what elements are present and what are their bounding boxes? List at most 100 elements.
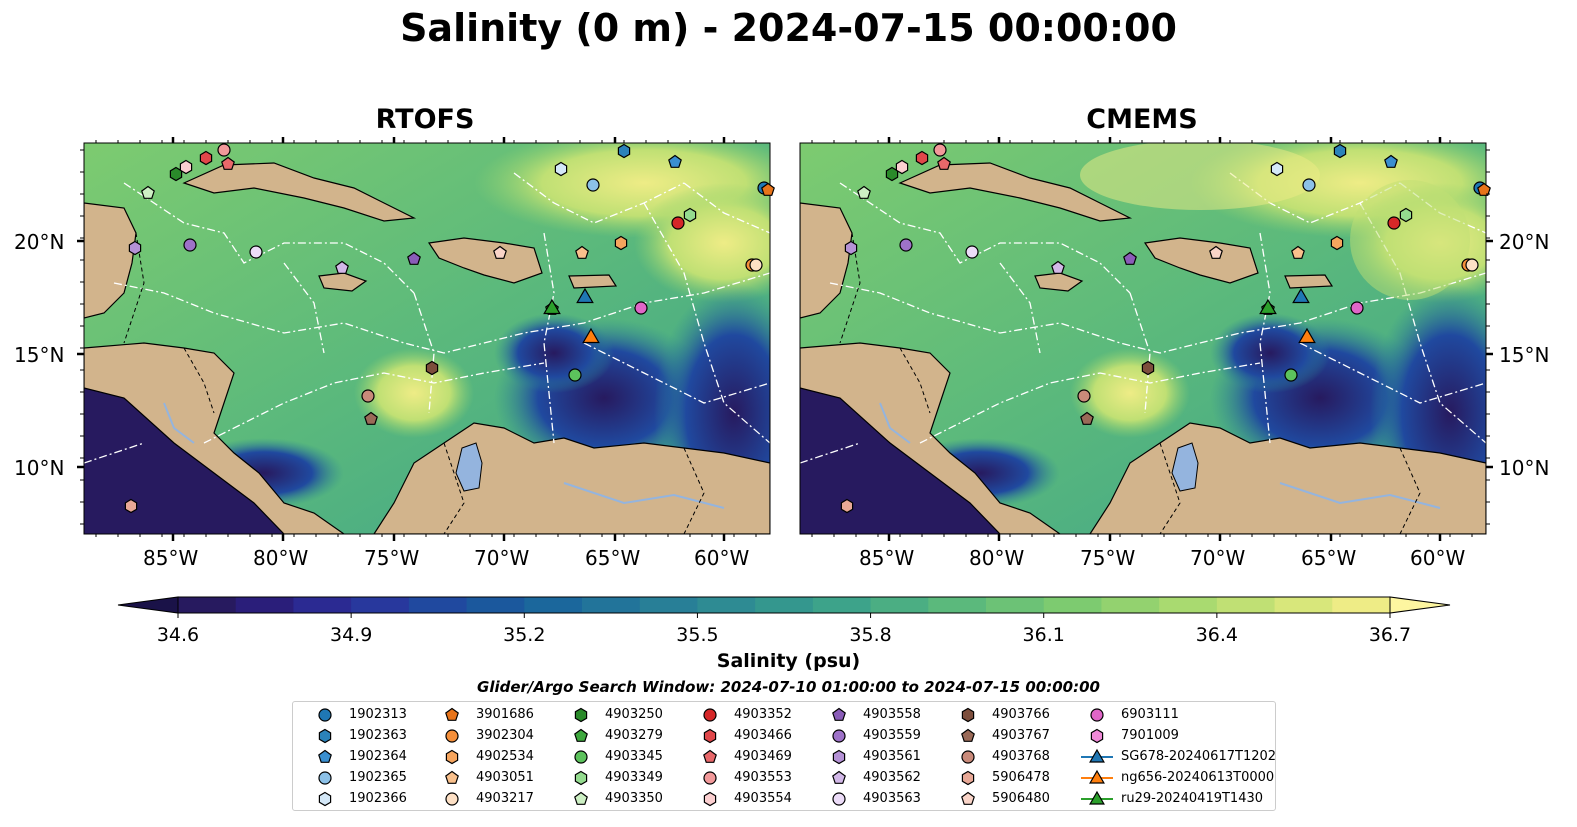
colorbar-segment [178,597,237,613]
colorbar-tick-label: 35.5 [676,624,718,646]
lon-label: 60°W [694,546,750,570]
circle-marker-icon [703,771,717,785]
legend-item: 1902366 [305,789,430,809]
legend-label: ru29-20240419T1430 [1121,791,1264,806]
float-marker [933,143,947,157]
float-marker [844,240,858,256]
circle-marker-icon [574,750,588,764]
circle-marker-icon [832,792,846,806]
float-marker [895,159,909,175]
colorbar-frame [177,596,1391,614]
colorbar-tick-label: 35.8 [849,624,891,646]
legend-label: 4903562 [863,770,921,785]
circle-marker-icon [445,792,459,806]
legend-item: 3901686 [432,705,557,725]
colorbar-segment [928,597,987,613]
legend-item: 5906480 [948,789,1073,809]
float-marker [668,154,682,168]
float-marker [128,240,142,256]
legend-label: 4903352 [734,707,792,722]
glider-marker [1298,327,1316,344]
legend-label: 4903350 [605,791,663,806]
legend-label: 4903559 [863,728,921,743]
circle-marker-icon [318,708,332,722]
panel-title-cmems: CMEMS [1086,104,1198,135]
float-marker [965,245,979,259]
legend-label: 4903767 [992,728,1050,743]
lat-label: 20°N [1499,230,1550,254]
colorbar-tick-label: 36.1 [1023,624,1065,646]
pentagon-marker-icon [961,791,975,805]
lon-label: 70°W [474,546,530,570]
float-marker [1350,301,1364,315]
legend-item: 4903766 [948,705,1073,725]
float-marker [183,238,197,252]
float-marker [1302,178,1316,192]
hexagon-marker-icon [574,707,588,723]
float-marker [614,235,628,251]
float-marker [568,368,582,382]
legend-item: 1902364 [305,747,430,767]
triangle-line-marker-icon [1081,748,1113,763]
legend-label: 4903217 [476,791,534,806]
colorbar-tick-label: 36.4 [1196,624,1238,646]
float-marker [634,301,648,315]
lat-label: 10°N [14,456,65,480]
legend-item: 3902304 [432,726,557,746]
pentagon-marker-icon [961,728,975,742]
float-marker [1291,245,1305,259]
hexagon-marker-icon [318,728,332,744]
colorbar-segment [697,597,756,613]
legend-item: 4903345 [561,747,686,767]
colorbar-segment [755,597,814,613]
float-marker [361,389,375,403]
hexagon-marker-icon [318,791,332,807]
legend-label: 4903469 [734,749,792,764]
float-marker [840,498,854,514]
legend: 1902313 1902363 1902364 1902365 1902366 39016… [292,701,1276,811]
legend-label: 4902534 [476,749,534,764]
legend-item: SG678-20240617T1202 [1077,747,1276,767]
lon-label: 70°W [1190,546,1246,570]
float-marker [1387,216,1401,230]
legend-label: 6903111 [1121,707,1179,722]
legend-label: 1902313 [349,707,407,722]
map-cmems [800,143,1486,534]
circle-marker-icon [703,708,717,722]
float-marker [1384,154,1398,168]
legend-label: 1902366 [349,791,407,806]
legend-item: 4903768 [948,747,1073,767]
legend-item: 4903350 [561,789,686,809]
glider-marker [1292,287,1310,304]
legend-item: 6903111 [1077,705,1267,725]
float-marker [586,178,600,192]
pentagon-marker-icon [445,770,459,784]
legend-item: 4902534 [432,747,557,767]
colorbar-tick-label: 35.2 [503,624,545,646]
colorbar-segment [639,597,698,613]
colorbar-segment [351,597,410,613]
legend-item: ng656-20240613T0000 [1077,768,1274,788]
float-marker [1284,368,1298,382]
float-marker [575,245,589,259]
legend-label: 4903561 [863,749,921,764]
legend-label: 4903554 [734,791,792,806]
legend-label: 4903279 [605,728,663,743]
legend-label: 5906480 [992,791,1050,806]
float-marker [407,251,421,265]
float-marker [1077,389,1091,403]
colorbar-extend-max [1389,596,1451,614]
colorbar-extend-min [117,596,179,614]
hexagon-marker-icon [445,749,459,765]
float-marker [1209,245,1223,259]
float-marker [249,245,263,259]
circle-marker-icon [1090,708,1104,722]
legend-label: 1902363 [349,728,407,743]
pentagon-marker-icon [574,791,588,805]
float-marker [857,185,871,199]
float-marker [179,159,193,175]
float-marker [364,411,378,425]
search-window-text: Glider/Argo Search Window: 2024-07-10 01… [477,678,1100,696]
float-marker [493,245,507,259]
float-marker [141,185,155,199]
